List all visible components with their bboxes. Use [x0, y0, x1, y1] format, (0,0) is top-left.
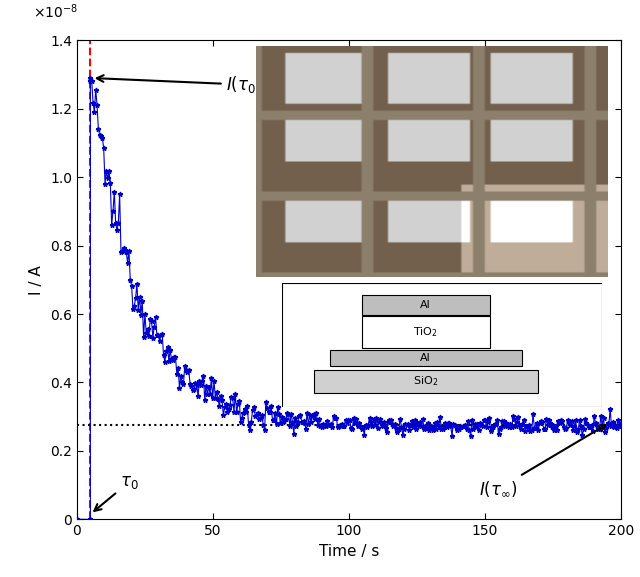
- Text: $\mathit{I}(\tau_0)$: $\mathit{I}(\tau_0)$: [97, 74, 263, 95]
- Text: $\tau_0$: $\tau_0$: [94, 473, 139, 511]
- Bar: [330, 350, 522, 366]
- Text: $\times 10^{-8}$: $\times 10^{-8}$: [33, 3, 78, 21]
- Text: TiO$_2$: TiO$_2$: [413, 325, 438, 339]
- X-axis label: Time / s: Time / s: [319, 544, 379, 559]
- Text: Al: Al: [420, 353, 431, 363]
- Bar: [362, 295, 490, 314]
- Bar: [362, 316, 490, 349]
- Text: SiO$_2$: SiO$_2$: [413, 374, 438, 388]
- Text: Al: Al: [420, 300, 431, 310]
- Text: $\mathit{I}(\tau_\infty)$: $\mathit{I}(\tau_\infty)$: [479, 425, 605, 498]
- Bar: [314, 370, 538, 392]
- Y-axis label: I / A: I / A: [29, 265, 44, 295]
